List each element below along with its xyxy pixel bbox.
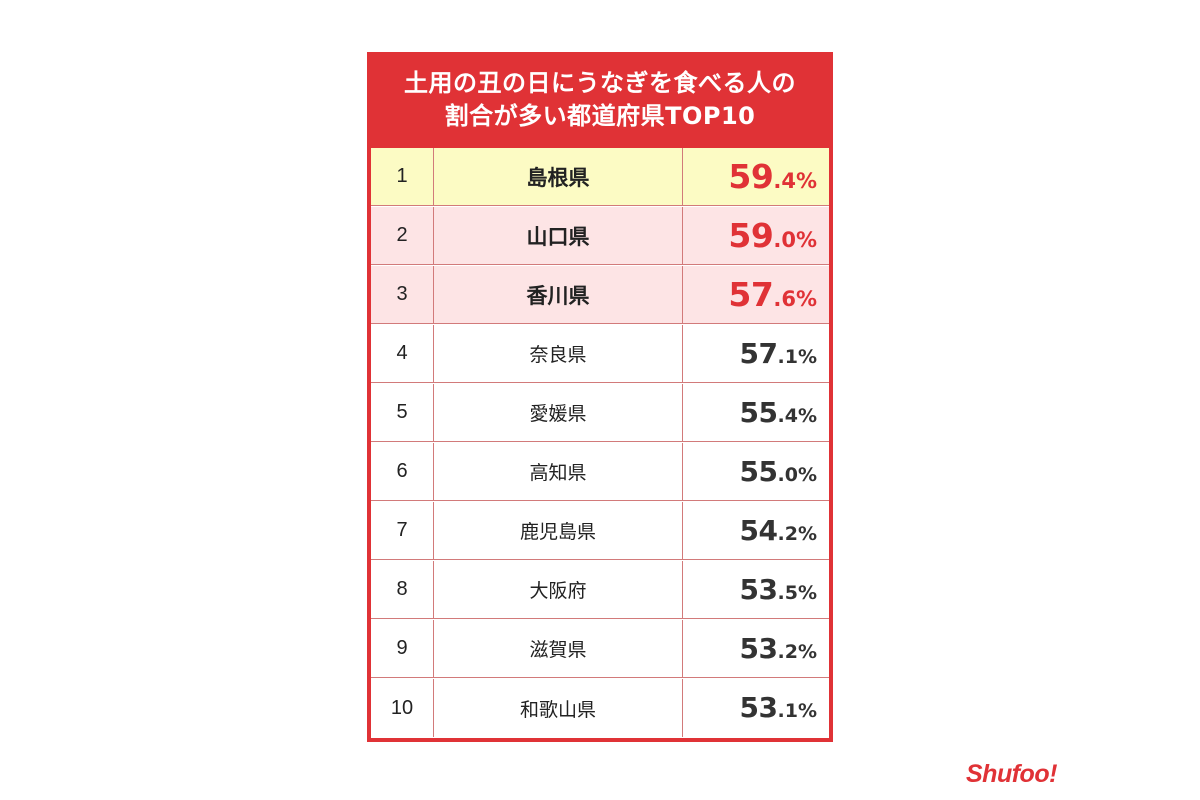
- percentage-cell: 53.1%: [683, 679, 829, 737]
- percentage-decimal: .4%: [773, 169, 817, 193]
- percentage-value: 53.5%: [740, 561, 817, 618]
- percentage-integer: 55: [739, 455, 778, 488]
- percentage-cell: 55.0%: [683, 443, 829, 500]
- prefecture-cell: 香川県: [434, 266, 683, 323]
- prefecture-cell: 鹿児島県: [434, 502, 683, 559]
- table-row: 3 香川県 57.6%: [371, 266, 829, 324]
- percentage-cell: 59.0%: [683, 207, 829, 264]
- table-row: 4 奈良県 57.1%: [371, 325, 829, 383]
- percentage-decimal: .2%: [777, 523, 817, 545]
- percentage-value: 55.0%: [740, 443, 817, 500]
- percentage-value: 59.4%: [728, 148, 817, 205]
- table-row: 10 和歌山県 53.1%: [371, 679, 829, 737]
- table-title: 土用の丑の日にうなぎを食べる人の 割合が多い都道府県TOP10: [367, 52, 833, 148]
- title-line-2: 割合が多い都道府県TOP10: [444, 102, 756, 130]
- percentage-integer: 53: [739, 573, 778, 606]
- table-row: 8 大阪府 53.5%: [371, 561, 829, 619]
- percentage-decimal: .4%: [777, 405, 817, 427]
- percentage-value: 53.2%: [740, 620, 817, 677]
- rank-cell: 8: [371, 561, 434, 618]
- percentage-cell: 57.1%: [683, 325, 829, 382]
- rank-cell: 10: [371, 679, 434, 737]
- ranking-table: 土用の丑の日にうなぎを食べる人の 割合が多い都道府県TOP10 1 島根県 59.4…: [367, 52, 833, 742]
- percentage-integer: 59: [728, 216, 774, 255]
- percentage-value: 59.0%: [728, 207, 817, 264]
- percentage-value: 57.1%: [740, 325, 817, 382]
- prefecture-cell: 高知県: [434, 443, 683, 500]
- percentage-integer: 57: [739, 337, 778, 370]
- prefecture-cell: 奈良県: [434, 325, 683, 382]
- rank-cell: 1: [371, 148, 434, 205]
- percentage-value: 54.2%: [740, 502, 817, 559]
- percentage-cell: 53.2%: [683, 620, 829, 677]
- rank-cell: 7: [371, 502, 434, 559]
- rank-cell: 6: [371, 443, 434, 500]
- rank-cell: 2: [371, 207, 434, 264]
- percentage-value: 53.1%: [740, 679, 817, 737]
- percentage-integer: 53: [739, 632, 778, 665]
- percentage-decimal: .2%: [777, 641, 817, 663]
- table-row: 9 滋賀県 53.2%: [371, 620, 829, 678]
- percentage-integer: 55: [739, 396, 778, 429]
- percentage-cell: 55.4%: [683, 384, 829, 441]
- percentage-integer: 53: [739, 691, 778, 724]
- prefecture-cell: 島根県: [434, 148, 683, 205]
- rank-cell: 5: [371, 384, 434, 441]
- percentage-value: 55.4%: [740, 384, 817, 441]
- table-row: 5 愛媛県 55.4%: [371, 384, 829, 442]
- shufoo-logo: Shufoo!: [966, 760, 1057, 788]
- prefecture-cell: 大阪府: [434, 561, 683, 618]
- title-line-1: 土用の丑の日にうなぎを食べる人の: [404, 69, 796, 97]
- percentage-cell: 57.6%: [683, 266, 829, 323]
- percentage-decimal: .1%: [777, 700, 817, 722]
- prefecture-cell: 愛媛県: [434, 384, 683, 441]
- percentage-decimal: .5%: [777, 582, 817, 604]
- prefecture-cell: 和歌山県: [434, 679, 683, 737]
- prefecture-cell: 滋賀県: [434, 620, 683, 677]
- percentage-integer: 57: [728, 275, 774, 314]
- percentage-cell: 53.5%: [683, 561, 829, 618]
- percentage-decimal: .0%: [777, 464, 817, 486]
- percentage-decimal: .1%: [777, 346, 817, 368]
- percentage-integer: 54: [739, 514, 778, 547]
- rank-cell: 9: [371, 620, 434, 677]
- percentage-decimal: .0%: [773, 228, 817, 252]
- percentage-integer: 59: [728, 157, 774, 196]
- rank-cell: 3: [371, 266, 434, 323]
- percentage-cell: 54.2%: [683, 502, 829, 559]
- percentage-decimal: .6%: [773, 287, 817, 311]
- percentage-value: 57.6%: [728, 266, 817, 323]
- table-row: 7 鹿児島県 54.2%: [371, 502, 829, 560]
- table-row: 2 山口県 59.0%: [371, 207, 829, 265]
- percentage-cell: 59.4%: [683, 148, 829, 205]
- rank-cell: 4: [371, 325, 434, 382]
- prefecture-cell: 山口県: [434, 207, 683, 264]
- table-body: 1 島根県 59.4% 2 山口県 59.0% 3 香川県 57.6% 4 奈良県 57.1% 5 愛媛県…: [371, 148, 829, 738]
- table-row: 6 高知県 55.0%: [371, 443, 829, 501]
- table-row: 1 島根県 59.4%: [371, 148, 829, 206]
